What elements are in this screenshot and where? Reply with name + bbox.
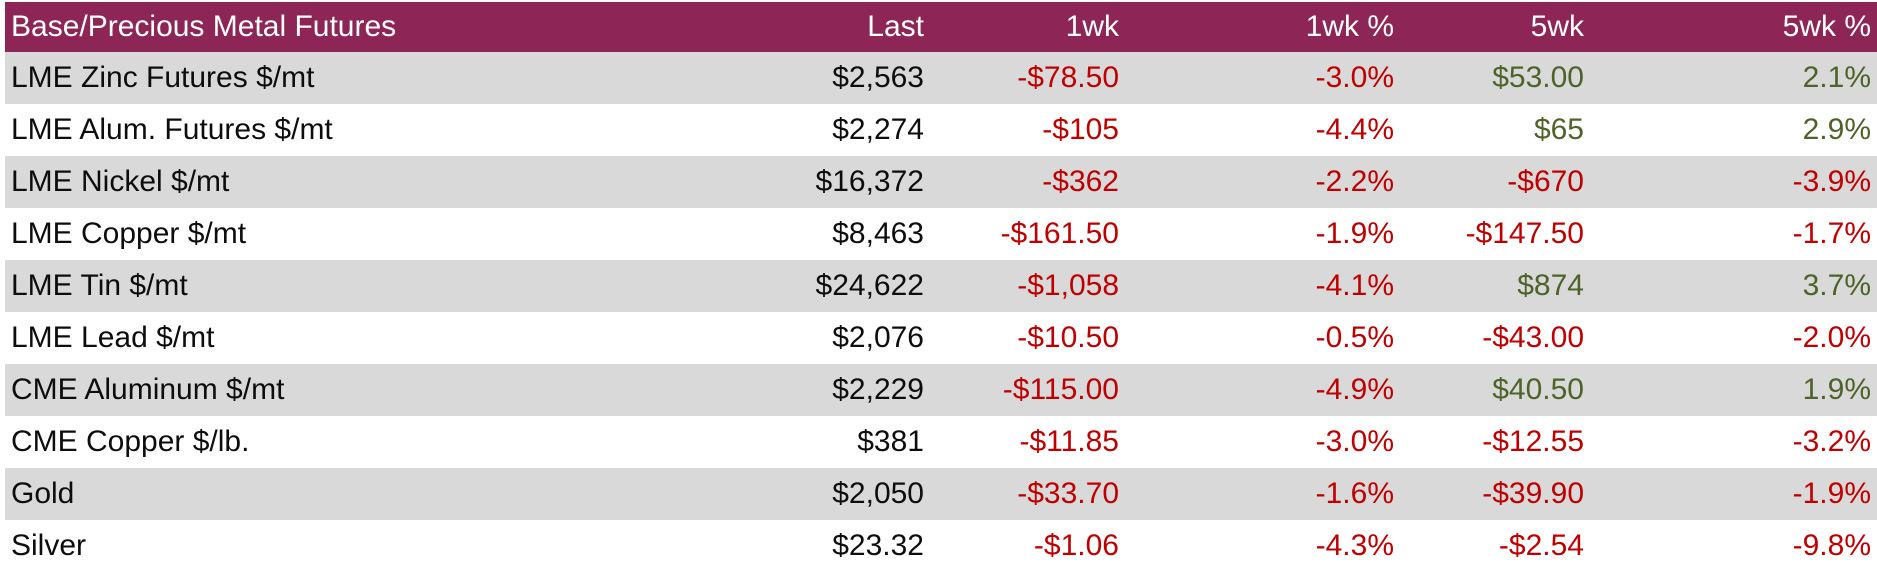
cell-5wk-pct: -3.9% xyxy=(1792,165,1871,198)
row-label: CME Aluminum $/mt xyxy=(11,373,285,406)
cell-last: $381 xyxy=(857,425,924,458)
cell-last: $2,563 xyxy=(832,61,924,94)
cell-5wk: $40.50 xyxy=(1492,373,1584,406)
metal-futures-table: Base/Precious Metal Futures Last 1wk 1wk… xyxy=(5,2,1877,572)
row-label: CME Copper $/lb. xyxy=(11,425,250,458)
cell-1wk: -$115.00 xyxy=(1002,373,1119,406)
row-label: LME Lead $/mt xyxy=(11,321,215,354)
column-header-1wk-pct: 1wk % xyxy=(1305,10,1394,43)
cell-last: $16,372 xyxy=(815,165,924,198)
cell-1wk: -$11.85 xyxy=(1019,425,1119,458)
cell-5wk-pct: -1.7% xyxy=(1792,217,1871,250)
cell-1wk: -$78.50 xyxy=(1017,61,1119,94)
cell-1wk-pct: -1.9% xyxy=(1315,217,1394,250)
cell-5wk-pct: 1.9% xyxy=(1802,373,1871,406)
cell-last: $24,622 xyxy=(815,269,924,302)
table-row: LME Alum. Futures $/mt $2,274 -$105 -4.4% $6… xyxy=(5,104,1877,156)
table-row: Gold $2,050 -$33.70 -1.6% -$39.90 -1.9% xyxy=(5,468,1877,520)
table-row: LME Copper $/mt $8,463 -$161.50 -1.9% -$147.… xyxy=(5,208,1877,260)
cell-5wk-pct: 2.9% xyxy=(1802,113,1871,146)
cell-1wk-pct: -3.0% xyxy=(1315,61,1394,94)
row-label: Silver xyxy=(11,529,87,562)
table-title: Base/Precious Metal Futures xyxy=(11,10,397,43)
table-row: CME Aluminum $/mt $2,229 -$115.00 -4.9% $40.… xyxy=(5,364,1877,416)
cell-1wk-pct: -2.2% xyxy=(1315,165,1394,198)
cell-5wk-pct: 3.7% xyxy=(1802,269,1871,302)
cell-1wk-pct: -4.3% xyxy=(1315,529,1394,562)
cell-last: $2,274 xyxy=(832,113,924,146)
cell-5wk-pct: -2.0% xyxy=(1792,321,1871,354)
cell-1wk-pct: -1.6% xyxy=(1315,477,1394,510)
cell-1wk: -$105 xyxy=(1042,113,1119,146)
cell-1wk-pct: -3.0% xyxy=(1315,425,1394,458)
row-label: LME Nickel $/mt xyxy=(11,165,230,198)
row-label: LME Alum. Futures $/mt xyxy=(11,113,333,146)
table-row: LME Nickel $/mt $16,372 -$362 -2.2% -$670 -3.… xyxy=(5,156,1877,208)
cell-1wk: -$1,058 xyxy=(1017,269,1119,302)
cell-1wk: -$1.06 xyxy=(1033,529,1119,562)
table-row: LME Tin $/mt $24,622 -$1,058 -4.1% $874 3.7% xyxy=(5,260,1877,312)
cell-5wk: $53.00 xyxy=(1492,61,1584,94)
cell-5wk: -$2.54 xyxy=(1498,529,1584,562)
row-label: LME Copper $/mt xyxy=(11,217,247,250)
cell-1wk: -$33.70 xyxy=(1017,477,1119,510)
cell-1wk-pct: -4.1% xyxy=(1315,269,1394,302)
column-header-5wk: 5wk xyxy=(1530,10,1584,43)
cell-last: $2,229 xyxy=(832,373,924,406)
cell-5wk-pct: -1.9% xyxy=(1792,477,1871,510)
table-row: CME Copper $/lb. $381 -$11.85 -3.0% -$12.55 -… xyxy=(5,416,1877,468)
cell-1wk: -$10.50 xyxy=(1017,321,1119,354)
cell-5wk: -$12.55 xyxy=(1482,425,1584,458)
cell-5wk-pct: 2.1% xyxy=(1802,61,1871,94)
cell-last: $2,050 xyxy=(832,477,924,510)
column-header-last: Last xyxy=(867,10,924,43)
table-row: LME Lead $/mt $2,076 -$10.50 -0.5% -$43.00 -2… xyxy=(5,312,1877,364)
cell-5wk-pct: -3.2% xyxy=(1792,425,1871,458)
cell-last: $23.32 xyxy=(832,529,924,562)
column-header-5wk-pct: 5wk % xyxy=(1782,10,1871,43)
cell-5wk: -$147.50 xyxy=(1465,217,1584,250)
cell-1wk: -$362 xyxy=(1042,165,1119,198)
row-label: LME Tin $/mt xyxy=(11,269,188,302)
cell-last: $2,076 xyxy=(832,321,924,354)
cell-5wk: $874 xyxy=(1517,269,1584,302)
row-label: LME Zinc Futures $/mt xyxy=(11,61,315,94)
table-row: Silver $23.32 -$1.06 -4.3% -$2.54 -9.8% xyxy=(5,520,1877,572)
cell-1wk-pct: -4.9% xyxy=(1315,373,1394,406)
table-body: LME Zinc Futures $/mt $2,563 -$78.50 -3.0% $… xyxy=(5,52,1877,572)
cell-last: $8,463 xyxy=(832,217,924,250)
cell-1wk-pct: -4.4% xyxy=(1315,113,1394,146)
cell-5wk: $65 xyxy=(1533,113,1584,146)
cell-5wk: -$39.90 xyxy=(1482,477,1584,510)
column-header-1wk: 1wk xyxy=(1065,10,1119,43)
cell-1wk-pct: -0.5% xyxy=(1315,321,1394,354)
cell-5wk: -$43.00 xyxy=(1482,321,1584,354)
cell-1wk: -$161.50 xyxy=(1000,217,1119,250)
table-row: LME Zinc Futures $/mt $2,563 -$78.50 -3.0% $… xyxy=(5,52,1877,104)
cell-5wk: -$670 xyxy=(1507,165,1584,198)
row-label: Gold xyxy=(11,477,75,510)
table-header-row: Base/Precious Metal Futures Last 1wk 1wk… xyxy=(5,2,1877,52)
cell-5wk-pct: -9.8% xyxy=(1792,529,1871,562)
table-header: Base/Precious Metal Futures Last 1wk 1wk… xyxy=(5,2,1877,52)
